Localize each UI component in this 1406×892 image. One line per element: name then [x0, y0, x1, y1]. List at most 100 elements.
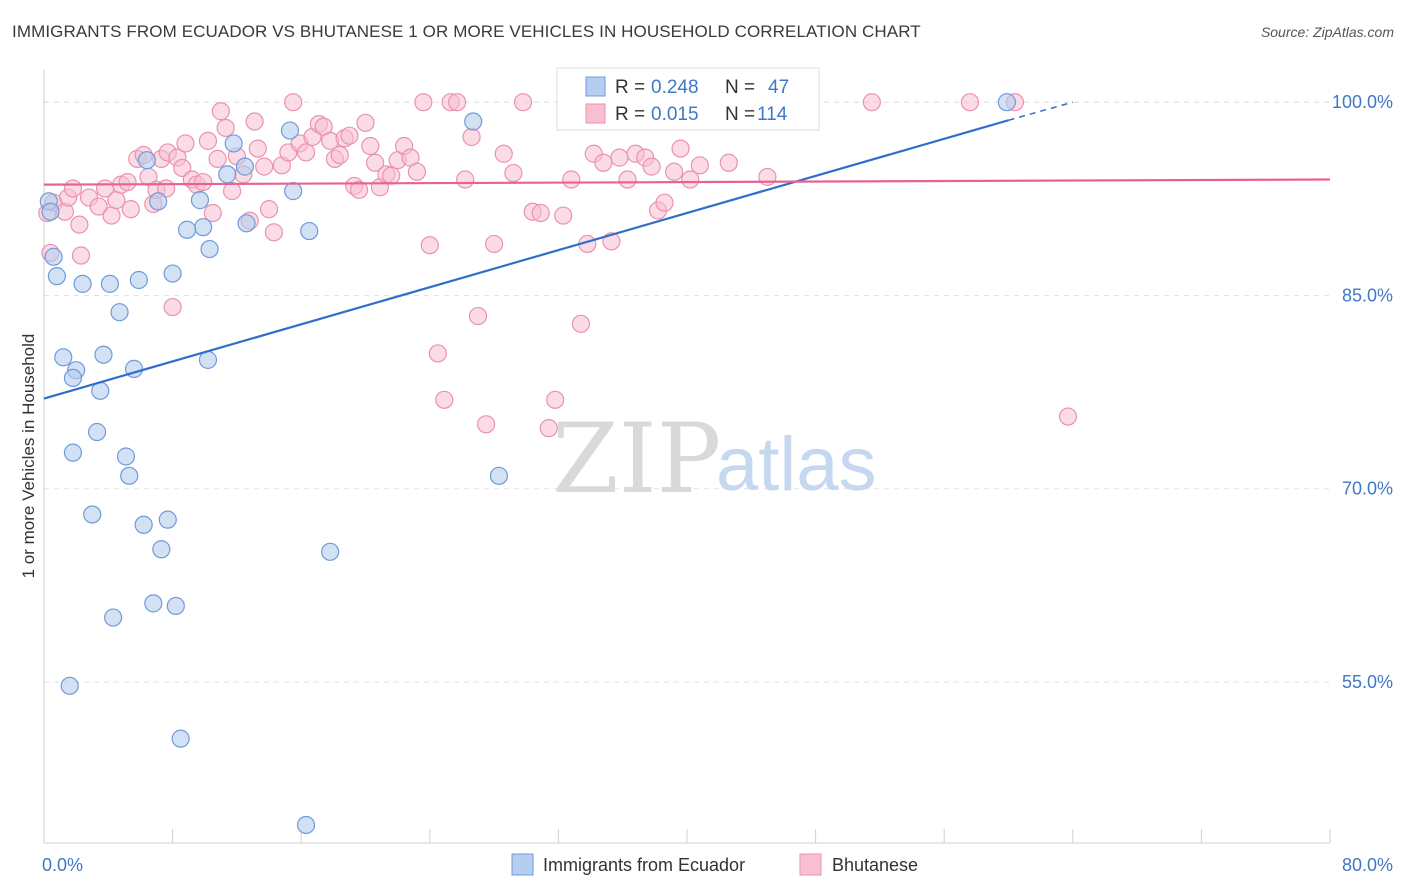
ecuador-trend-line — [43, 119, 1009, 400]
ecuador-point — [104, 608, 123, 627]
bhutanese-point — [89, 197, 108, 216]
bhutanese-point — [208, 149, 227, 168]
ecuador-point — [177, 220, 197, 239]
bhutanese-point — [70, 215, 89, 234]
ecuador-point — [94, 345, 113, 364]
bhutanese-point — [462, 127, 481, 147]
bhutanese-point — [531, 203, 550, 223]
bhutanese-point — [340, 126, 359, 145]
ecuador-point — [163, 264, 182, 283]
ecuador-point — [296, 815, 316, 835]
ecuador-point — [120, 466, 139, 485]
bhutanese-point — [264, 223, 283, 242]
ecuador-point — [73, 274, 92, 293]
y-tick-label: 100.0% — [1332, 92, 1393, 112]
stats-r-value-ecuador: 0.248 — [651, 77, 699, 98]
bhutanese-point — [349, 180, 369, 199]
bhutanese-point — [284, 93, 303, 112]
ecuador-point — [300, 221, 319, 241]
bhutanese-point — [248, 139, 267, 158]
legend-swatch-bhutanese — [799, 853, 822, 876]
ecuador-point — [218, 165, 237, 184]
bhutanese-point — [121, 200, 140, 219]
ecuador-point — [489, 466, 509, 485]
bhutanese-point — [690, 156, 709, 175]
bhutanese-point — [571, 314, 591, 333]
x-tick-label: 80.0% — [1342, 855, 1393, 875]
bhutanese-point — [448, 93, 467, 112]
bhutanese-point — [176, 134, 195, 153]
stats-n-label-ecuador: N = — [725, 77, 755, 98]
bhutanese-point — [665, 162, 684, 181]
bhutanese-point — [194, 172, 213, 192]
ecuador-point — [280, 121, 300, 140]
ecuador-point — [63, 368, 83, 388]
ecuador-point — [152, 540, 171, 559]
bhutanese-point — [382, 166, 401, 185]
ecuador-points — [39, 93, 1016, 835]
bhutanese-point — [255, 157, 274, 176]
bhutanese-point — [546, 390, 565, 409]
bhutanese-point — [118, 172, 137, 192]
bhutanese-point — [245, 112, 264, 131]
trend-lines — [43, 101, 1331, 400]
bhutanese-point — [513, 93, 533, 112]
bhutanese-point — [173, 158, 192, 178]
y-tick-label: 85.0% — [1342, 285, 1393, 305]
bhutanese-point — [468, 306, 488, 326]
y-axis-label: 1 or more Vehicles in Household — [19, 334, 38, 579]
stats-n-label-bhutanese: N = — [725, 104, 755, 125]
ecuador-point — [171, 729, 190, 748]
bhutanese-point — [216, 118, 235, 138]
bhutanese-point — [435, 390, 454, 409]
ecuador-point — [284, 182, 303, 201]
ecuador-point — [235, 157, 255, 176]
ecuador-point — [464, 112, 483, 131]
bhutanese-point — [203, 203, 222, 223]
bhutanese-point — [198, 131, 218, 150]
bhutanese-point — [330, 145, 349, 165]
legend-label-bhutanese: Bhutanese — [832, 855, 918, 875]
stats-swatch-bhutanese — [585, 103, 606, 124]
stats-swatch-ecuador — [585, 76, 606, 97]
bhutanese-point — [681, 170, 700, 189]
ecuador-point — [87, 422, 107, 442]
bhutanese-point — [63, 179, 83, 198]
ecuador-point — [100, 274, 120, 293]
bhutanese-point — [71, 246, 91, 265]
bhutanese-point — [211, 102, 230, 121]
stats-r-label-bhutanese: R = — [615, 104, 645, 125]
stats-r-value-bhutanese: 0.015 — [651, 104, 699, 125]
ecuador-point — [129, 270, 148, 290]
ecuador-point — [116, 447, 136, 466]
watermark: ZIP atlas — [552, 403, 877, 515]
ecuador-point — [144, 594, 163, 613]
bhutanese-point — [476, 415, 496, 434]
bhutanese-point — [960, 93, 980, 112]
x-tick-label: 0.0% — [42, 855, 83, 875]
bhutanese-point — [642, 157, 661, 176]
bhutanese-point — [554, 206, 573, 225]
bhutanese-point — [456, 170, 475, 189]
stats-n-value-ecuador: 47 — [768, 77, 789, 98]
stats-r-label-ecuador: R = — [615, 77, 645, 98]
bhutanese-point — [610, 148, 629, 167]
ecuador-point — [158, 510, 177, 529]
ecuador-point — [224, 134, 243, 153]
bhutanese-point — [356, 113, 375, 132]
y-tick-label: 55.0% — [1342, 672, 1393, 692]
ecuador-point — [54, 348, 73, 367]
ecuador-trend-extension — [1008, 101, 1074, 121]
bhutanese-point — [618, 170, 637, 189]
ecuador-point — [44, 247, 63, 266]
ecuador-point — [63, 443, 83, 462]
ecuador-point — [321, 542, 340, 561]
bhutanese-point — [562, 170, 581, 189]
ecuador-point — [997, 93, 1016, 112]
ecuador-point — [110, 303, 129, 322]
bhutanese-point — [163, 297, 182, 317]
bhutanese-point — [539, 419, 558, 438]
bhutanese-point — [862, 93, 881, 112]
ecuador-point — [237, 214, 256, 233]
